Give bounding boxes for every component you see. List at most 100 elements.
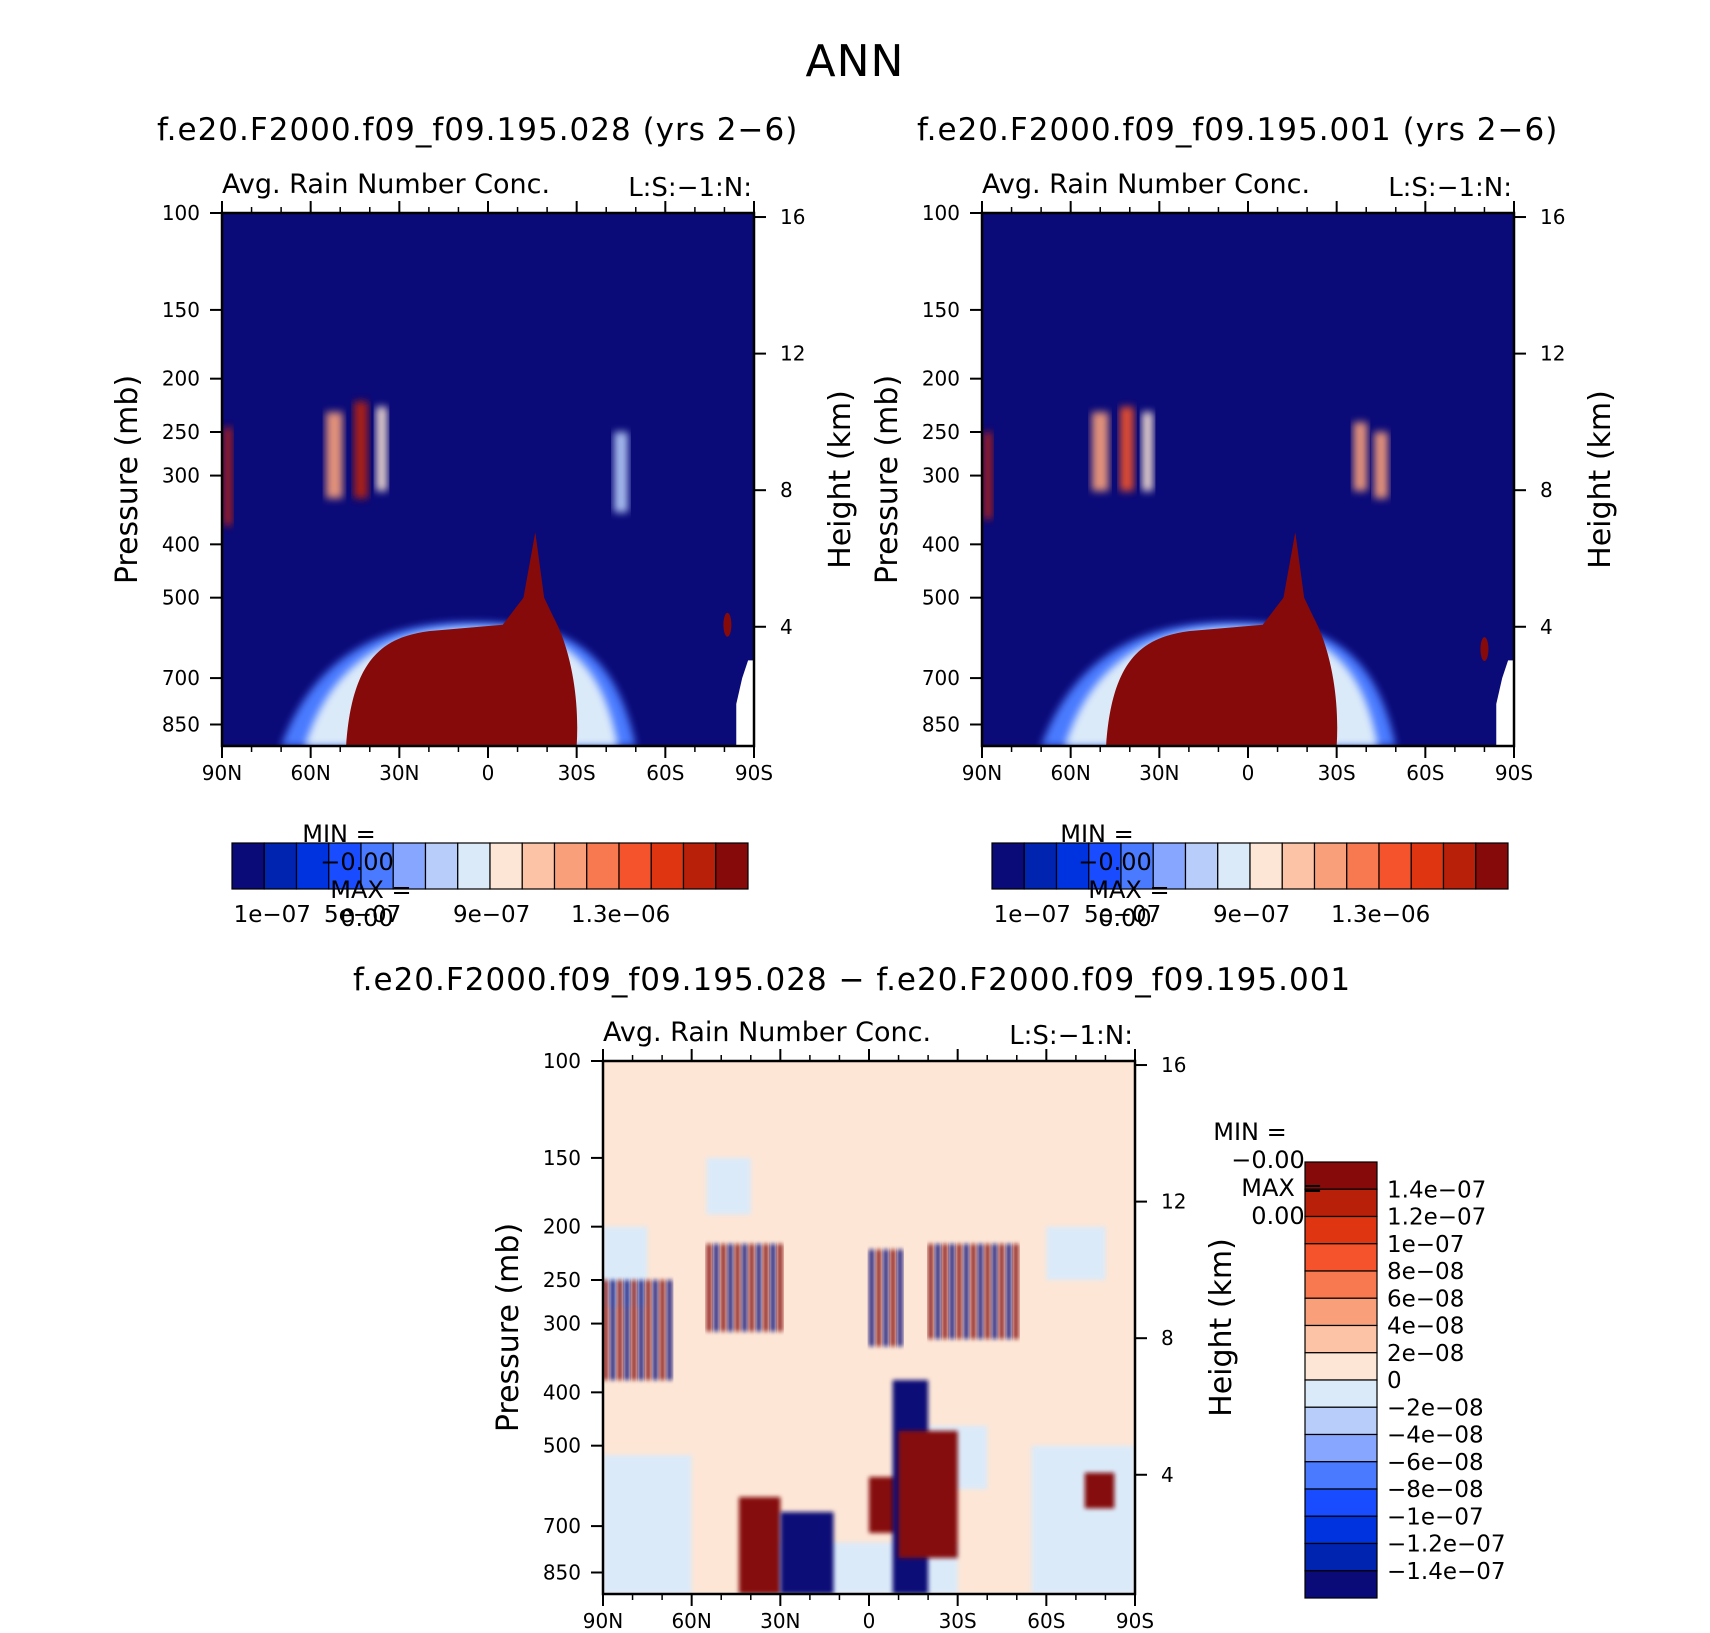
colorbar-swatch (1475, 842, 1509, 890)
page-title: ANN (805, 36, 905, 87)
diff-stripe (999, 1243, 1005, 1340)
x-tick-label: 30S (558, 761, 596, 785)
diff-stripe (617, 1280, 623, 1381)
negative-patch (1031, 1445, 1135, 1594)
diff-stripe (727, 1243, 734, 1332)
y-tick-label: 850 (922, 713, 960, 737)
y-axis-label: Pressure (mb) (110, 375, 145, 584)
colorbar-swatch (1217, 842, 1251, 890)
y2-axis-label: Height (km) (1204, 1238, 1239, 1417)
convective-stripe (1091, 412, 1109, 492)
colorbar-swatch (1281, 842, 1316, 890)
diff-stripe (770, 1243, 776, 1332)
colorbar-swatch (231, 842, 265, 890)
y-tick-label: 200 (922, 367, 960, 391)
diff-stripe (935, 1243, 941, 1340)
y-tick-label: 100 (162, 201, 200, 225)
colorbar-label: 1e−07 (1387, 1232, 1464, 1258)
x-tick-label: 90S (1116, 1609, 1154, 1633)
min-max-diff: MIN = −0.00 MAX = 0.00 (1198, 1090, 1323, 1230)
y-tick-label: 300 (543, 1312, 581, 1336)
diff-stripe (624, 1280, 630, 1381)
colorbar-swatch (1378, 842, 1412, 890)
colorbar-label: 1e−07 (234, 902, 311, 928)
panel-title-right: f.e20.F2000.f09_f09.195.001 (yrs 2−6) (917, 112, 1559, 148)
y-tick-label: 250 (922, 420, 960, 444)
y-tick-label: 150 (922, 298, 960, 322)
colorbar-swatch (586, 842, 620, 890)
diff-stripe (949, 1243, 955, 1340)
diff-spot (1084, 1472, 1115, 1509)
y2-axis-label: Height (km) (823, 390, 858, 569)
x-tick-label: 60S (1027, 1609, 1065, 1633)
level-label: L:S:−1:N: (1009, 1021, 1133, 1051)
colorbar-swatch (650, 842, 685, 890)
colorbar-label: 1.4e−07 (1387, 1177, 1486, 1203)
x-tick-label: 90N (583, 1609, 623, 1633)
y-tick-label: 400 (543, 1380, 581, 1404)
colorbar-swatch (715, 842, 749, 890)
panel-title-diff: f.e20.F2000.f09_f09.195.028 − f.e20.F200… (353, 962, 1352, 998)
negative-patch (706, 1157, 751, 1215)
negative-patch (1046, 1226, 1106, 1281)
colorbar-swatch (991, 842, 1025, 890)
y-tick-label: 500 (162, 586, 200, 610)
min-value: −0.00 (1078, 848, 1152, 876)
diff-stripe (763, 1243, 769, 1332)
colorbar-swatch (1249, 842, 1283, 890)
colorbar-label: 9e−07 (1213, 902, 1290, 928)
diff-stripe (777, 1243, 783, 1332)
y2-tick-label: 8 (1540, 478, 1553, 502)
y2-tick-label: 8 (1161, 1326, 1174, 1350)
max-value: 0.00 (1251, 1202, 1305, 1230)
diff-stripe (734, 1243, 741, 1332)
diff-stripe (890, 1249, 896, 1347)
colorbar-swatch (1304, 1243, 1378, 1272)
convective-stripe (983, 432, 993, 520)
y2-tick-label: 4 (780, 615, 793, 639)
colorbar-label: 9e−07 (453, 902, 530, 928)
y-axis-label: Pressure (mb) (491, 1223, 526, 1432)
y-tick-label: 500 (922, 586, 960, 610)
y2-tick-label: 4 (1540, 615, 1553, 639)
diff-stripe (610, 1280, 616, 1381)
field-features (222, 401, 754, 746)
min-value: −0.00 (1231, 1146, 1305, 1174)
x-tick-label: 30N (1139, 761, 1179, 785)
x-tick-label: 60S (1406, 761, 1444, 785)
convective-stripe (614, 432, 628, 513)
diff-stripe (645, 1280, 651, 1381)
diff-stripe (749, 1243, 755, 1332)
y-tick-label: 300 (922, 464, 960, 488)
colorbar-swatch (424, 842, 459, 890)
x-tick-label: 90N (202, 761, 242, 785)
y-tick-label: 150 (543, 1146, 581, 1170)
max-label: MAX = (1241, 1174, 1323, 1202)
y-tick-label: 850 (162, 713, 200, 737)
diff-stripe (720, 1243, 726, 1332)
convective-stripe (376, 406, 388, 492)
colorbar-label: 2e−08 (1387, 1341, 1464, 1367)
field-features (603, 1157, 1135, 1594)
y-tick-label: 850 (543, 1561, 581, 1585)
diff-stripe (741, 1243, 748, 1332)
convective-stripe (1141, 412, 1154, 492)
max-label: MAX = (330, 876, 412, 904)
colorbar-label: −1.4e−07 (1387, 1559, 1506, 1585)
diff-stripe (956, 1243, 962, 1340)
diff-stripe (659, 1280, 666, 1381)
panel-title-left: f.e20.F2000.f09_f09.195.028 (yrs 2−6) (157, 112, 799, 148)
colorbar-swatch (1313, 842, 1348, 890)
x-tick-label: 90S (735, 761, 773, 785)
y2-tick-label: 12 (1540, 342, 1565, 366)
precip-core (346, 532, 578, 746)
colorbar-label: 5e−07 (1084, 902, 1161, 928)
diff-stripe (883, 1249, 889, 1347)
diff-stripe (869, 1249, 875, 1347)
colorbar-swatch (1304, 1433, 1378, 1463)
min-label: MIN = (1060, 820, 1134, 848)
y-tick-label: 500 (543, 1434, 581, 1458)
colorbar-swatch (1304, 1406, 1378, 1436)
